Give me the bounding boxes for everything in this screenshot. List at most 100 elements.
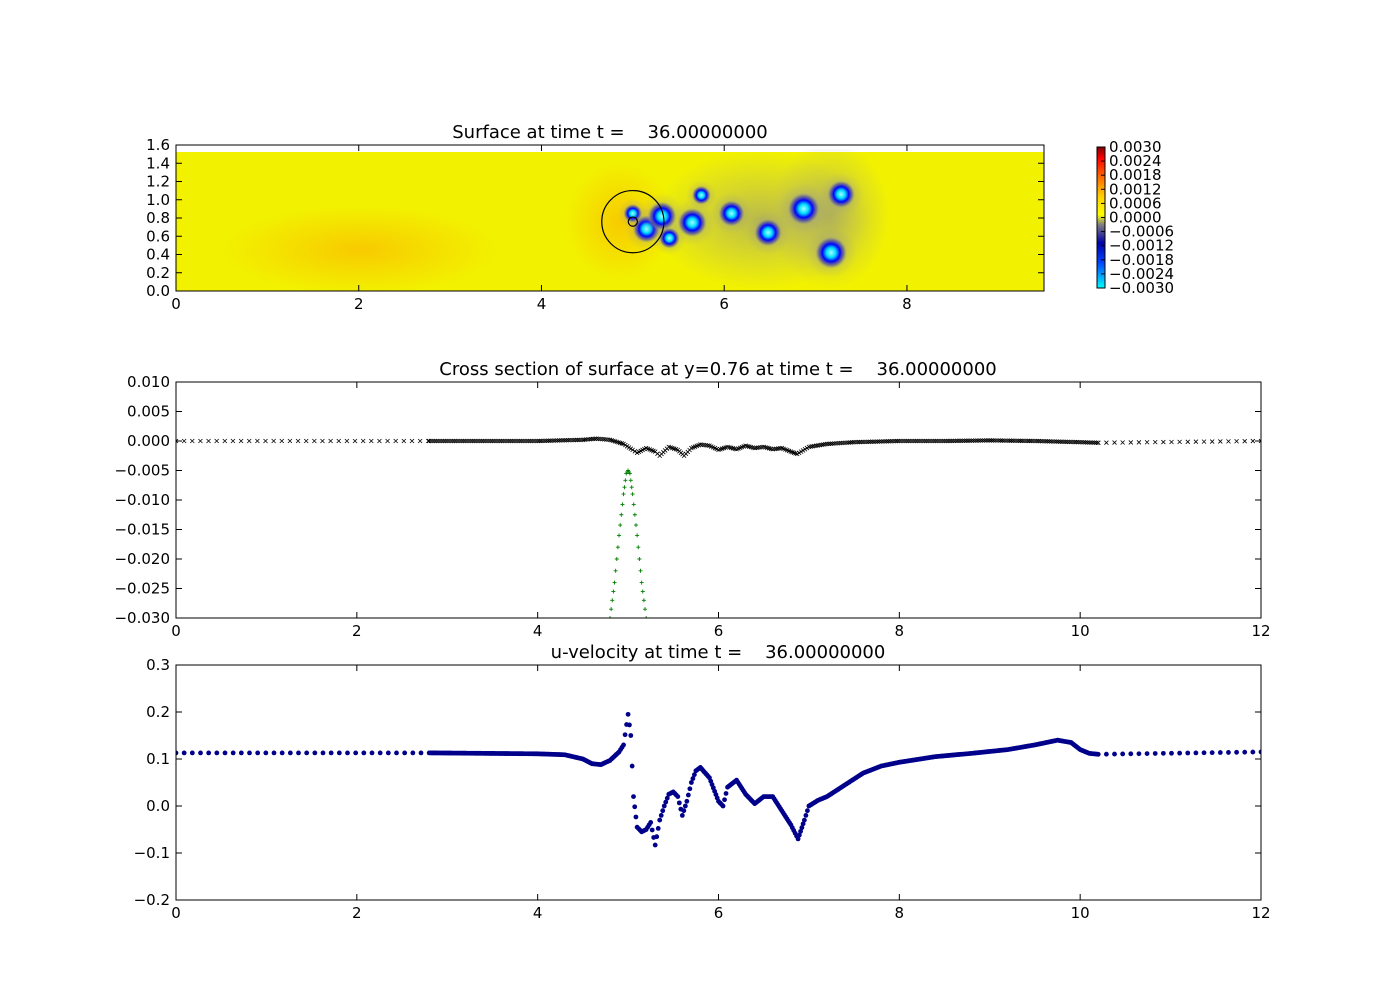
y-tick-label: 0.2 bbox=[146, 264, 170, 282]
velocity-point bbox=[663, 799, 669, 805]
section-x-marker bbox=[862, 439, 868, 445]
section-x-marker bbox=[998, 438, 1003, 443]
section-x-marker bbox=[542, 438, 548, 444]
section-x-marker bbox=[869, 439, 875, 444]
section-x-marker bbox=[947, 438, 953, 444]
velocity-point bbox=[181, 750, 187, 756]
heatmap-field bbox=[176, 149, 1044, 291]
x-tick-label: 0 bbox=[171, 904, 181, 922]
velocity-point bbox=[1193, 750, 1199, 756]
section-x-marker bbox=[1067, 439, 1072, 445]
section-x-marker bbox=[882, 439, 888, 444]
velocity-point bbox=[369, 750, 375, 756]
section-x-marker bbox=[911, 438, 917, 444]
section-x-marker bbox=[566, 437, 571, 443]
section-x-marker bbox=[701, 442, 707, 448]
section-x-marker bbox=[851, 439, 857, 445]
section-x-marker bbox=[705, 443, 710, 448]
velocity-point bbox=[312, 750, 318, 756]
section-x-marker bbox=[1152, 439, 1158, 445]
section-x-marker bbox=[884, 439, 889, 444]
section-x-marker bbox=[935, 438, 940, 444]
x-tick-label: 10 bbox=[1071, 904, 1090, 922]
velocity-point bbox=[691, 772, 697, 778]
section-x-marker bbox=[303, 438, 309, 444]
section-x-marker bbox=[528, 438, 533, 444]
section-x-marker bbox=[567, 437, 573, 443]
section-x-marker bbox=[963, 438, 969, 443]
section-plus-marker bbox=[627, 471, 632, 476]
section-x-marker bbox=[846, 440, 851, 445]
velocity-point bbox=[410, 750, 416, 756]
section-x-marker bbox=[992, 438, 998, 443]
section-x-marker bbox=[484, 438, 490, 444]
section-x-marker bbox=[940, 438, 946, 444]
section-x-marker bbox=[246, 438, 252, 444]
section-x-marker bbox=[888, 438, 893, 444]
section-x-marker bbox=[1081, 440, 1087, 445]
section-plus-marker bbox=[608, 616, 612, 618]
section-x-marker bbox=[839, 440, 844, 446]
y-tick-label: 0.005 bbox=[127, 403, 170, 421]
section-x-marker bbox=[517, 438, 522, 444]
velocity-point bbox=[682, 803, 688, 809]
section-plus-marker bbox=[623, 478, 628, 483]
section-x-marker bbox=[1025, 438, 1031, 444]
velocity-point bbox=[658, 813, 664, 818]
section-plus-marker bbox=[637, 557, 642, 561]
section-x-marker bbox=[953, 438, 958, 444]
section-plus-marker bbox=[633, 523, 638, 528]
section-x-marker bbox=[828, 441, 833, 446]
velocity-point bbox=[1120, 751, 1126, 757]
section-x-marker bbox=[1128, 440, 1134, 445]
y-tick-label: 1.2 bbox=[146, 173, 170, 191]
colorbar-tick-label: 0.0012 bbox=[1109, 180, 1162, 198]
section-x-marker bbox=[976, 438, 982, 443]
velocity-point bbox=[720, 803, 726, 809]
section-x-marker bbox=[994, 438, 1000, 443]
section-x-marker bbox=[360, 438, 366, 444]
section-x-marker bbox=[703, 442, 709, 448]
section-x-marker bbox=[833, 441, 839, 446]
section-x-marker bbox=[479, 438, 484, 444]
section-x-marker bbox=[1088, 440, 1094, 445]
y-tick-label: 1.4 bbox=[146, 154, 170, 172]
section-x-marker bbox=[459, 438, 464, 444]
x-tick-label: 0 bbox=[171, 622, 181, 640]
section-x-marker bbox=[967, 438, 973, 443]
velocity-point bbox=[394, 750, 399, 756]
section-x-marker bbox=[1242, 438, 1248, 444]
warm-region-left bbox=[220, 205, 500, 291]
colorbar-tick-label: 0.0024 bbox=[1109, 152, 1162, 170]
velocity-point bbox=[1226, 750, 1231, 755]
velocity-point bbox=[353, 750, 359, 756]
section-x-marker bbox=[1068, 439, 1074, 445]
velocity-point bbox=[279, 750, 285, 756]
section-x-marker bbox=[978, 438, 983, 443]
section-x-marker bbox=[443, 438, 448, 444]
section-x-marker bbox=[929, 438, 935, 444]
section-x-marker bbox=[470, 438, 475, 444]
section-x-marker bbox=[501, 438, 506, 444]
section-x-marker bbox=[956, 438, 962, 444]
section-x-marker bbox=[756, 445, 761, 450]
section-x-marker bbox=[826, 441, 832, 447]
body-outline bbox=[601, 189, 665, 254]
section-x-marker bbox=[573, 437, 578, 443]
section-x-marker bbox=[900, 438, 906, 444]
section-x-marker bbox=[466, 438, 472, 444]
section-x-marker bbox=[495, 438, 501, 444]
section-x-marker bbox=[1043, 439, 1049, 444]
colorbar-tick-label: −0.0006 bbox=[1109, 223, 1174, 241]
section-plus-marker bbox=[641, 598, 646, 603]
depression-spot bbox=[691, 185, 711, 205]
section-plus-marker bbox=[615, 545, 620, 550]
section-x-marker bbox=[344, 438, 350, 444]
velocity-point bbox=[805, 808, 810, 814]
section-x-marker bbox=[450, 438, 455, 444]
section-x-marker bbox=[1048, 439, 1054, 444]
section-x-marker bbox=[698, 442, 703, 447]
section-x-marker bbox=[945, 438, 951, 444]
section-plus-marker bbox=[622, 485, 627, 490]
section-x-marker bbox=[878, 439, 884, 444]
